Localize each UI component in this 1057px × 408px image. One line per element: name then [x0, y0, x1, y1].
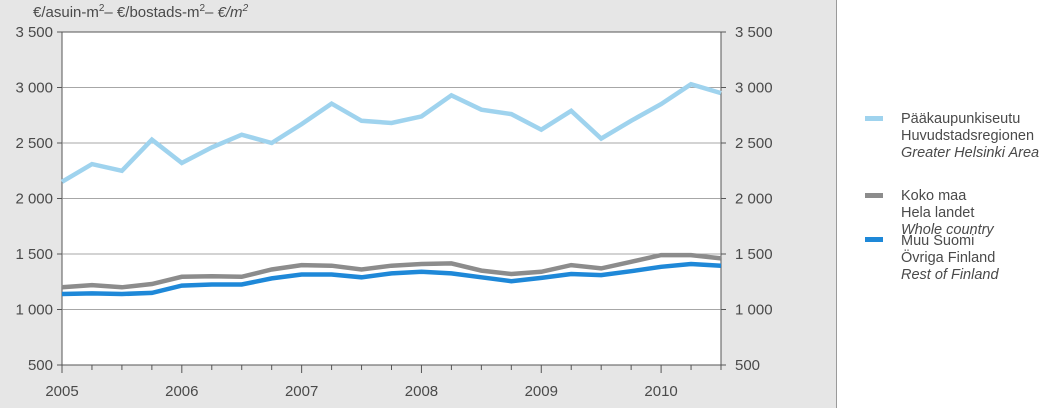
legend-label-line1: Pääkaupunkiseutu — [901, 111, 1020, 127]
y-tick-label-left: 500 — [28, 357, 53, 374]
y-tick-label-left: 2 500 — [15, 135, 53, 152]
y-axis-right: 500 1 000 1 500 2 000 2 500 3 000 3 500 — [721, 24, 773, 374]
legend-label-line3: Greater Helsinki Area — [901, 145, 1039, 161]
y-tick-label-left: 1 000 — [15, 302, 53, 319]
legend-label-line2: Hela landet — [901, 205, 974, 221]
legend-label-line2: Övriga Finland — [901, 248, 995, 266]
y-tick-label-right: 500 — [735, 357, 760, 374]
x-tick-label: 2007 — [285, 383, 318, 400]
legend-item-greater-helsinki: Pääkaupunkiseutu Huvudstadsregionen Grea… — [865, 111, 1039, 161]
legend-item-rest-of-finland: Muu Suomi Övriga Finland Rest of Finland — [865, 233, 999, 283]
legend-label-line2: Huvudstadsregionen — [901, 128, 1034, 144]
legend-swatch-whole-country — [865, 193, 883, 198]
x-axis: 2005 2006 2007 2008 2009 2010 — [45, 365, 722, 400]
y-tick-label-right: 2 500 — [735, 135, 773, 152]
y-tick-label-left: 2 000 — [15, 191, 53, 208]
legend-label-line3: Whole country — [901, 222, 994, 238]
series-line-whole-country — [61, 252, 722, 290]
x-tick-label: 2006 — [165, 383, 198, 400]
y-tick-label-right: 3 500 — [735, 24, 773, 41]
y-tick-label-right: 2 000 — [735, 191, 773, 208]
y-tick-label-right: 1 000 — [735, 302, 773, 319]
legend: Pääkaupunkiseutu Huvudstadsregionen Grea… — [865, 111, 1039, 283]
legend-label-line1: Muu Suomi — [901, 233, 974, 249]
series-line-greater-helsinki — [60, 81, 722, 184]
y-axis-left: 500 1 000 1 500 2 000 2 500 3 000 3 500 — [15, 24, 62, 374]
legend-label-line1: Koko maa — [901, 188, 967, 204]
series-line-rest-of-finland — [61, 261, 722, 297]
gridlines — [62, 87, 721, 310]
x-tick-label: 2010 — [644, 383, 677, 400]
x-tick-label: 2009 — [525, 383, 558, 400]
y-axis-unit-label: €/asuin-m2– €/bostads-m2– €/m2 — [33, 3, 249, 21]
y-tick-label-right: 3 000 — [735, 80, 773, 97]
y-tick-label-left: 3 000 — [15, 80, 53, 97]
y-tick-label-left: 1 500 — [15, 246, 53, 263]
series-lines — [60, 81, 722, 297]
legend-item-whole-country: Koko maa Hela landet Whole country — [865, 188, 994, 238]
legend-swatch-greater-helsinki — [865, 116, 883, 121]
x-tick-label: 2005 — [45, 383, 78, 400]
y-tick-label-right: 1 500 — [735, 246, 773, 263]
legend-label-line3: Rest of Finland — [901, 267, 999, 283]
y-tick-label-left: 3 500 — [15, 24, 53, 41]
x-tick-label: 2008 — [405, 383, 438, 400]
legend-swatch-rest-of-finland — [865, 237, 883, 242]
